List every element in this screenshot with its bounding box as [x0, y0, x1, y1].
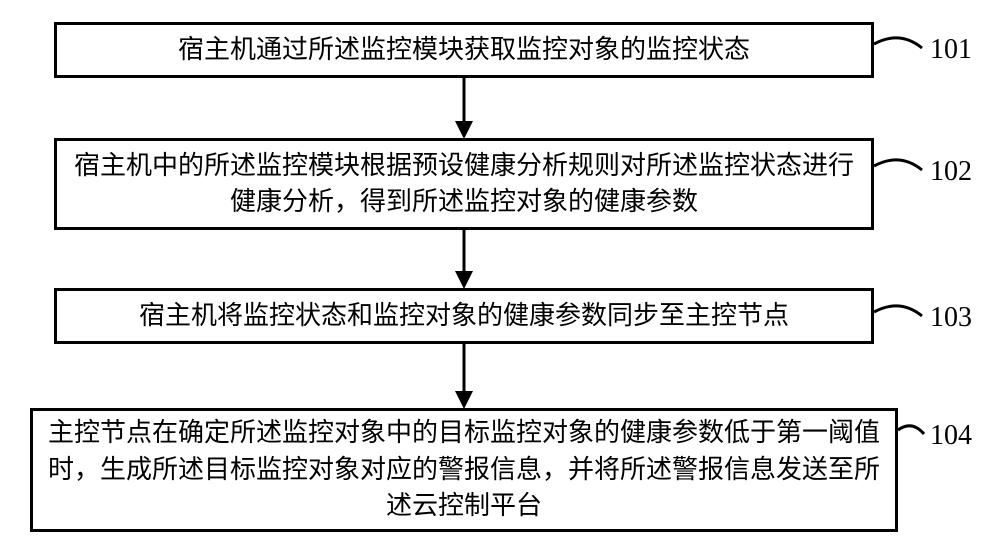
flow-node-text: 宿主机通过所述监控模块获取监控对象的监控状态 — [178, 32, 750, 68]
flow-node-text: 宿主机将监控状态和监控对象的健康参数同步至主控节点 — [139, 298, 789, 334]
step-label-103: 103 — [930, 302, 972, 334]
flow-node-step3: 宿主机将监控状态和监控对象的健康参数同步至主控节点 — [54, 288, 874, 344]
flowchart-canvas: 宿主机通过所述监控模块获取监控对象的监控状态 宿主机中的所述监控模块根据预设健康… — [0, 0, 1000, 551]
leader-103 — [874, 306, 922, 316]
flow-node-text: 主控节点在确定所述监控对象中的目标监控对象的健康参数低于第一阈值时，生成所述目标… — [45, 415, 883, 524]
leader-104 — [898, 426, 924, 434]
leader-102 — [874, 160, 922, 170]
flow-node-step2: 宿主机中的所述监控模块根据预设健康分析规则对所述监控状态进行健康分析，得到所述监… — [54, 138, 874, 230]
step-label-101: 101 — [930, 34, 972, 66]
leader-101 — [874, 38, 922, 48]
step-label-102: 102 — [930, 156, 972, 188]
flow-node-step4: 主控节点在确定所述监控对象中的目标监控对象的健康参数低于第一阈值时，生成所述目标… — [30, 408, 898, 532]
flow-node-text: 宿主机中的所述监控模块根据预设健康分析规则对所述监控状态进行健康分析，得到所述监… — [69, 148, 859, 221]
flow-node-step1: 宿主机通过所述监控模块获取监控对象的监控状态 — [54, 22, 874, 78]
step-label-104: 104 — [930, 420, 972, 452]
